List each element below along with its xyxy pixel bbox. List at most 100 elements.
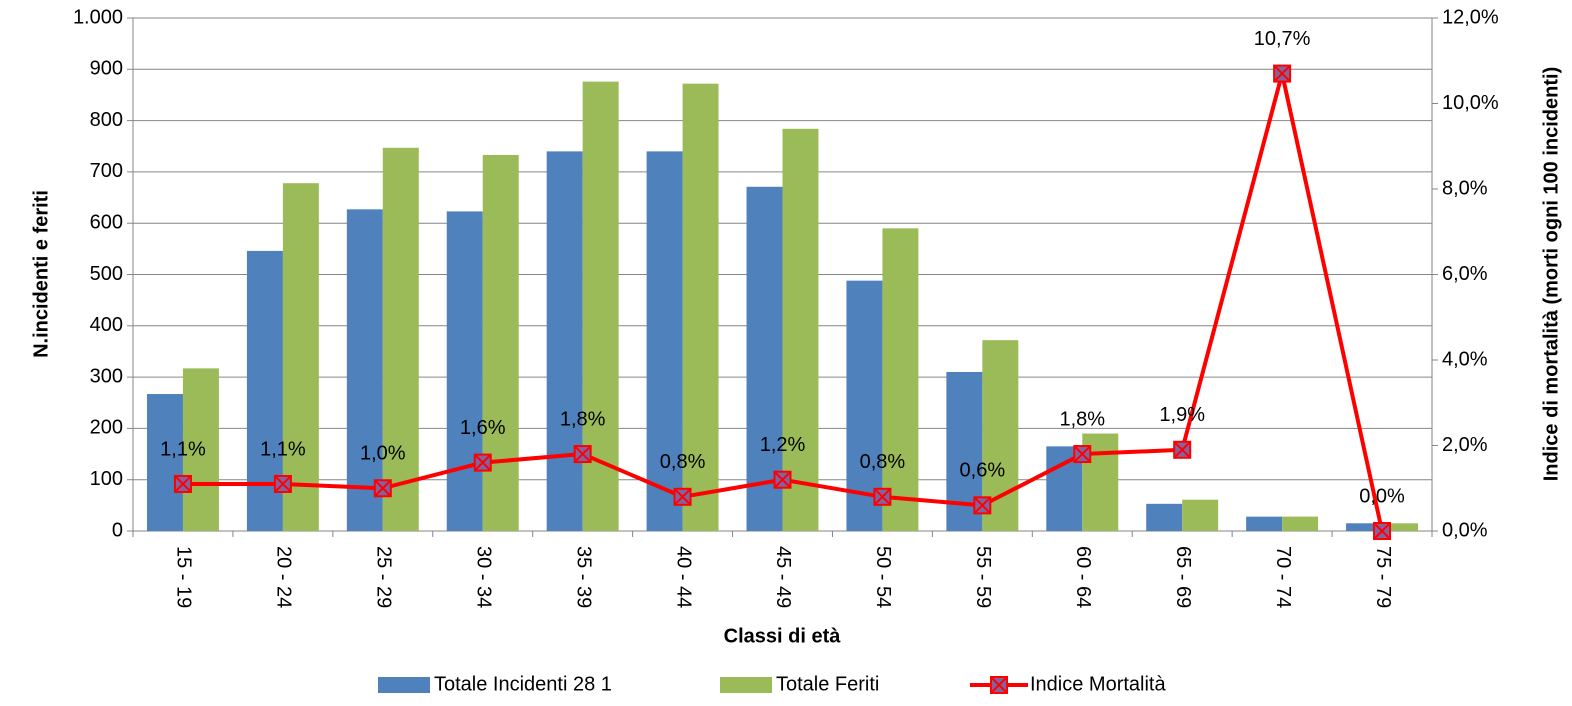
x-tick-label: 15 - 19 — [173, 546, 195, 608]
bar — [482, 154, 519, 531]
y-tick-label: 700 — [90, 160, 123, 182]
marker — [1373, 522, 1392, 540]
y-axis-title: N.incidenti e feriti — [30, 190, 52, 358]
data-label: 1,9% — [1159, 404, 1205, 426]
marker-cross — [174, 475, 192, 493]
data-label: 0,8% — [860, 451, 906, 473]
y2-axis-title: Indice di mortalità (morti ogni 100 inci… — [1540, 67, 1562, 482]
x-tick-label: 40 - 44 — [672, 546, 694, 608]
bar — [646, 151, 683, 531]
marker — [773, 470, 792, 489]
bar — [182, 368, 219, 531]
bar — [1182, 499, 1219, 531]
bar — [546, 151, 583, 531]
marker — [673, 487, 692, 506]
marker-cross — [274, 475, 292, 493]
x-tick-label: 30 - 34 — [472, 546, 494, 608]
bar — [146, 394, 183, 531]
marker — [273, 474, 292, 493]
y2-tick-label: 4,0% — [1442, 348, 1488, 370]
x-tick-label: 35 - 39 — [572, 546, 594, 608]
y-tick-label: 300 — [90, 365, 123, 387]
data-label: 1,1% — [260, 438, 306, 460]
y-tick-label: 600 — [90, 211, 123, 233]
bar — [282, 183, 319, 531]
marker — [873, 487, 892, 506]
marker-cross — [374, 479, 392, 497]
bar — [1382, 523, 1419, 531]
data-label: 0,8% — [660, 451, 706, 473]
marker — [990, 676, 1008, 694]
marker-cross — [1273, 64, 1291, 83]
marker — [1073, 445, 1092, 464]
bar — [382, 147, 419, 531]
marker-cross — [1373, 522, 1391, 540]
y-tick-label: 200 — [90, 417, 123, 439]
x-tick-label: 50 - 54 — [872, 546, 894, 608]
marker — [173, 474, 192, 493]
x-tick-label: 55 - 59 — [972, 546, 994, 608]
marker-cross — [973, 496, 992, 515]
y2-tick-label: 10,0% — [1442, 92, 1499, 114]
data-label: 1,8% — [1059, 408, 1105, 430]
x-tick-label: 75 - 79 — [1372, 546, 1394, 608]
x-tick-label: 65 - 69 — [1172, 546, 1194, 608]
y-tick-label: 900 — [90, 58, 123, 80]
marker-cross — [673, 488, 692, 506]
marker — [373, 479, 392, 498]
marker — [573, 445, 592, 464]
marker — [1273, 64, 1292, 83]
legend-label: Totale Incidenti 28 1 — [434, 673, 612, 695]
y2-tick-label: 0,0% — [1442, 519, 1488, 541]
data-label: 1,2% — [760, 434, 806, 456]
legend-swatch — [378, 677, 430, 693]
x-tick-label: 70 - 74 — [1272, 546, 1294, 608]
marker-cross — [573, 445, 592, 463]
x-tick-label: 60 - 64 — [1072, 546, 1094, 608]
bar — [782, 128, 819, 532]
bar — [1146, 503, 1183, 531]
x-tick-label: 25 - 29 — [373, 546, 395, 608]
marker-cross — [474, 453, 492, 472]
y2-tick-label: 8,0% — [1442, 177, 1488, 199]
data-label: 10,7% — [1254, 28, 1311, 50]
data-label: 0,6% — [960, 460, 1006, 482]
bar — [346, 209, 383, 531]
y-tick-label: 400 — [90, 314, 123, 336]
bar — [1346, 523, 1383, 531]
legend-label: Indice Mortalità — [1030, 673, 1166, 695]
y-tick-label: 0 — [112, 519, 123, 541]
y2-tick-label: 2,0% — [1442, 434, 1488, 456]
data-label: 1,6% — [460, 417, 506, 439]
y2-tick-label: 12,0% — [1442, 6, 1499, 28]
marker-cross — [1173, 441, 1191, 459]
marker — [1173, 440, 1192, 459]
x-axis-title: Classi di età — [724, 625, 842, 647]
data-label: 1,1% — [160, 438, 206, 460]
y-tick-label: 1.000 — [73, 6, 123, 28]
marker — [973, 496, 992, 515]
x-tick-label: 45 - 49 — [772, 546, 794, 608]
marker-cross — [990, 676, 1008, 694]
bar — [882, 228, 919, 531]
data-label: 1,0% — [360, 443, 406, 465]
bar — [446, 211, 483, 531]
marker — [473, 453, 492, 472]
bar — [1282, 516, 1319, 531]
legend-label: Totale Feriti — [776, 673, 879, 695]
marker-cross — [873, 488, 892, 506]
marker-cross — [773, 470, 792, 489]
x-tick-label: 20 - 24 — [273, 546, 295, 608]
data-label: 0,0% — [1359, 485, 1405, 507]
bar — [682, 83, 719, 531]
bar — [1246, 516, 1283, 531]
marker-cross — [1073, 445, 1091, 463]
data-label: 1,8% — [560, 408, 606, 430]
y2-tick-label: 6,0% — [1442, 263, 1488, 285]
y-tick-label: 800 — [90, 109, 123, 131]
y-tick-label: 100 — [90, 468, 123, 490]
y-tick-label: 500 — [90, 263, 123, 285]
legend-swatch — [720, 677, 772, 693]
